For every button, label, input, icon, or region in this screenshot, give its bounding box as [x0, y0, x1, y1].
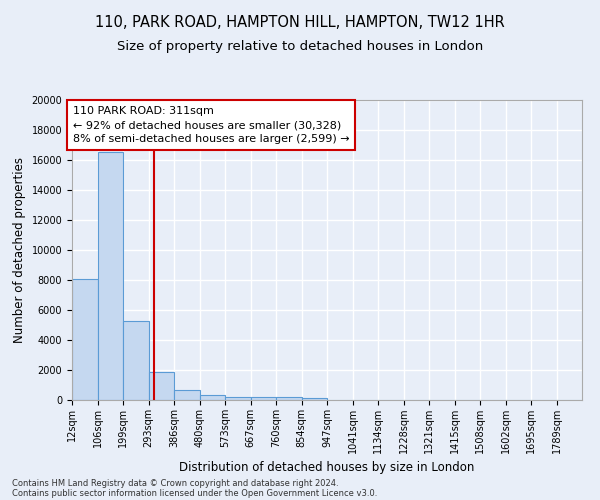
Bar	[174, 390, 200, 400]
Bar	[276, 398, 302, 400]
Y-axis label: Number of detached properties: Number of detached properties	[13, 157, 26, 343]
Bar	[149, 372, 174, 400]
Bar	[251, 397, 276, 400]
Bar	[72, 278, 98, 400]
Text: Contains HM Land Registry data © Crown copyright and database right 2024.: Contains HM Land Registry data © Crown c…	[12, 478, 338, 488]
Text: Size of property relative to detached houses in London: Size of property relative to detached ho…	[117, 40, 483, 53]
Bar	[200, 395, 225, 400]
X-axis label: Distribution of detached houses by size in London: Distribution of detached houses by size …	[179, 462, 475, 474]
Bar	[98, 152, 123, 400]
Text: 110, PARK ROAD, HAMPTON HILL, HAMPTON, TW12 1HR: 110, PARK ROAD, HAMPTON HILL, HAMPTON, T…	[95, 15, 505, 30]
Bar	[225, 396, 251, 400]
Bar	[123, 320, 149, 400]
Text: 110 PARK ROAD: 311sqm
← 92% of detached houses are smaller (30,328)
8% of semi-d: 110 PARK ROAD: 311sqm ← 92% of detached …	[73, 106, 349, 144]
Text: Contains public sector information licensed under the Open Government Licence v3: Contains public sector information licen…	[12, 488, 377, 498]
Bar	[302, 398, 327, 400]
